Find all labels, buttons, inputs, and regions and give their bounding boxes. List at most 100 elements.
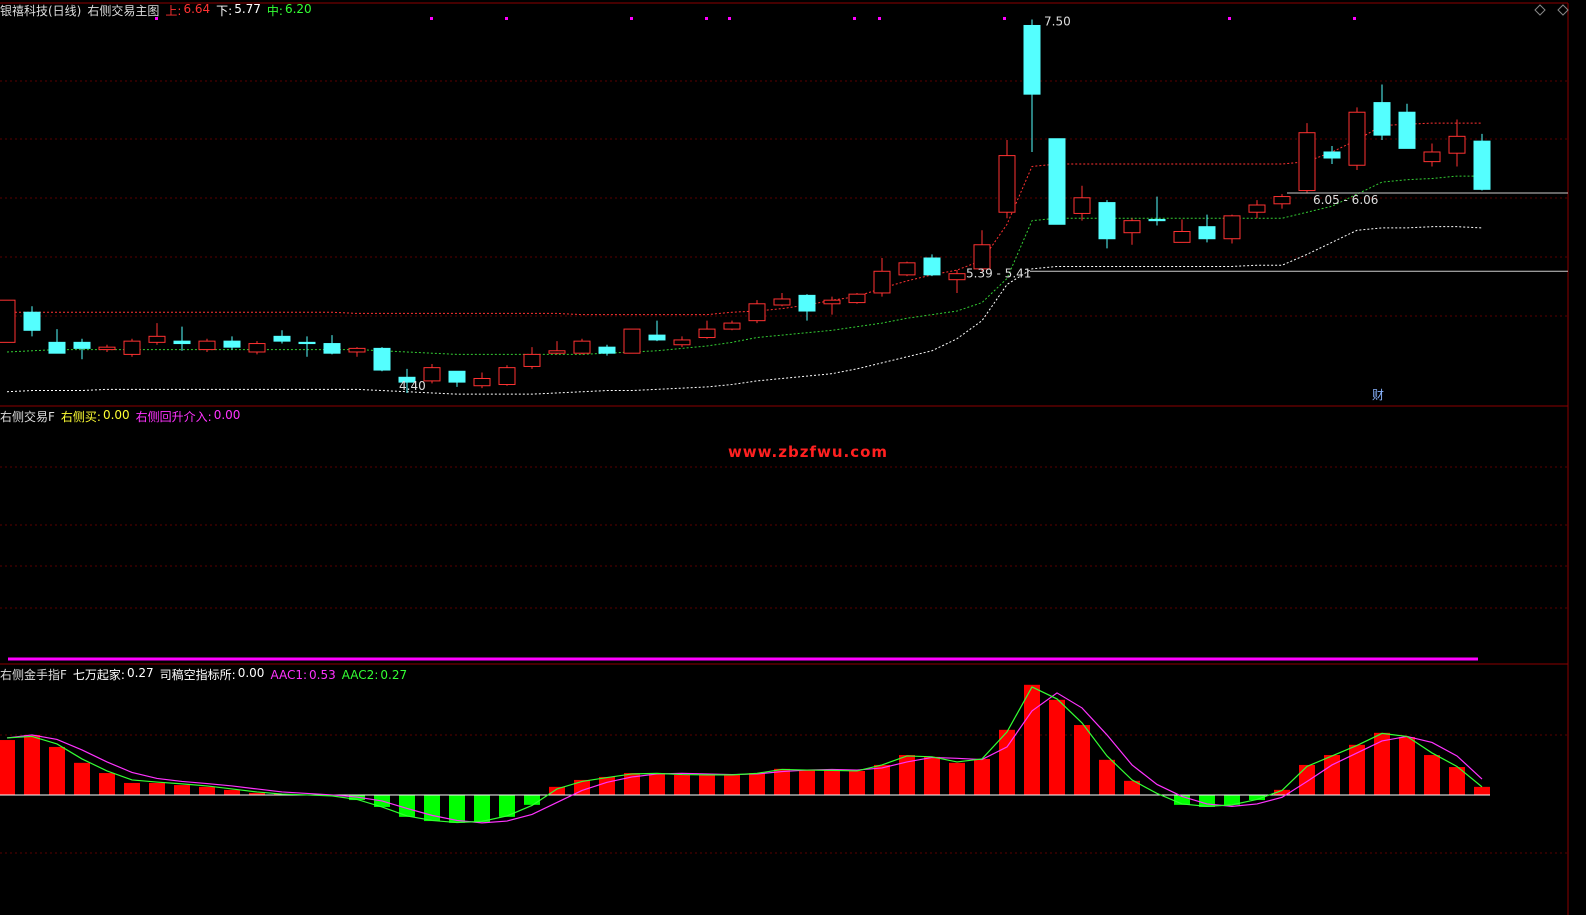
histogram-bar — [0, 740, 15, 795]
candle-body — [948, 273, 966, 281]
histogram-bar — [799, 770, 815, 795]
histogram-bar — [449, 794, 465, 823]
candle-body — [1023, 24, 1041, 95]
candle-body — [398, 376, 416, 383]
candle-body — [123, 340, 141, 355]
readout-label: 右侧回升介入: — [135, 410, 212, 424]
candle-body — [623, 328, 641, 354]
candle-body — [1223, 215, 1241, 240]
candle-body — [223, 340, 241, 348]
candle-body — [823, 299, 841, 305]
histogram-bar — [124, 782, 140, 795]
signal-dots — [155, 17, 1356, 20]
candle-body — [473, 377, 491, 387]
histogram-bar — [1449, 767, 1465, 795]
histogram-bar — [549, 786, 565, 795]
candle-body — [198, 340, 216, 351]
candle-body — [1423, 151, 1441, 163]
histogram-bar — [74, 762, 90, 795]
mid-header: 右侧交易F 右侧买: 0.00 右侧回升介入: 0.00 — [0, 408, 240, 425]
indicator-name[interactable]: 右侧金手指F — [0, 668, 67, 682]
histogram-bar — [24, 734, 40, 795]
histogram-bar — [649, 773, 665, 795]
histogram-bar — [1349, 744, 1365, 795]
histogram-bar — [1424, 755, 1440, 795]
histogram-bar — [974, 758, 990, 795]
histogram-bar — [1074, 725, 1090, 795]
histogram-bar — [949, 762, 965, 795]
histogram-bar — [1274, 789, 1290, 795]
readout-label: 七万起家: — [72, 668, 125, 682]
candle-body — [298, 341, 316, 345]
candle-body — [1373, 102, 1391, 136]
candle-body — [1298, 132, 1316, 192]
main-header: 银禧科技(日线) 右侧交易主图 上: 6.64 下: 5.77 中: 6.20 — [0, 2, 312, 19]
histogram-bar — [1174, 794, 1190, 805]
histogram-bar — [1324, 755, 1340, 795]
candle-body — [898, 262, 916, 276]
candle-body — [923, 257, 941, 276]
histogram-bar — [1024, 684, 1040, 795]
indicator-line — [6, 686, 1483, 824]
candle-body — [523, 353, 541, 367]
band-line — [7, 122, 1482, 316]
candle-body — [498, 367, 516, 386]
candle-body — [1448, 135, 1466, 154]
watermark: www.zbzfwu.com — [728, 443, 888, 461]
readout-label: 右侧买: — [60, 410, 101, 424]
histogram-bar — [149, 782, 165, 795]
candle-body — [1173, 231, 1191, 243]
histogram-bar — [724, 774, 740, 795]
candle-body — [148, 335, 166, 343]
candle-body — [848, 293, 866, 304]
readout: AAC1: 0.53 — [270, 668, 335, 682]
candle-body — [598, 346, 616, 354]
readout-value: 0.00 — [213, 408, 241, 422]
candle-body — [348, 347, 366, 353]
readout: 中: 6.20 — [267, 2, 312, 19]
histogram-bar — [774, 768, 790, 795]
histogram-bar — [924, 756, 940, 795]
readout-value: 0.27 — [380, 667, 408, 682]
annotation: 5.39 - 5.41 — [966, 266, 1031, 280]
candle-body — [1198, 226, 1216, 240]
candle-body — [773, 298, 791, 306]
histogram-bar — [399, 794, 415, 817]
histogram-bar — [749, 773, 765, 795]
candle-body — [98, 346, 116, 351]
candle-body — [423, 367, 441, 382]
readout: 右侧回升介入: 0.00 — [136, 408, 241, 425]
candle-body — [323, 343, 341, 354]
symbol: 银禧科技(日线) — [0, 4, 82, 18]
histogram-bar — [849, 770, 865, 795]
histogram-bar — [424, 794, 440, 822]
indicator-name[interactable]: 右侧交易主图 — [87, 4, 160, 18]
candle-body — [1473, 140, 1491, 190]
histogram-bar — [899, 755, 915, 795]
histogram-bar — [1124, 780, 1140, 795]
readout-value: 5.77 — [234, 2, 261, 16]
candle-body — [373, 347, 391, 371]
candle-body — [1048, 138, 1066, 225]
candle-body — [648, 334, 666, 341]
histogram-bar — [1374, 732, 1390, 795]
annotation: 4.40 — [399, 379, 426, 393]
candle-body — [0, 299, 16, 343]
candle-body — [973, 244, 991, 270]
histogram-bar — [174, 785, 190, 795]
readout-value: 0.53 — [309, 667, 336, 682]
histogram-bar — [599, 776, 615, 795]
readout: 司稿空指标所: 0.00 — [160, 666, 265, 683]
histogram-bar — [1049, 699, 1065, 795]
readout: 右侧买: 0.00 — [61, 408, 130, 425]
readout: 七万起家: 0.27 — [73, 666, 154, 683]
candle-body — [1398, 111, 1416, 149]
candle-body — [48, 341, 66, 354]
histogram-bar — [674, 774, 690, 795]
readout-value: 0.00 — [102, 408, 130, 422]
toolbar-icons[interactable] — [1534, 4, 1569, 16]
indicator-name[interactable]: 右侧交易F — [0, 410, 55, 424]
